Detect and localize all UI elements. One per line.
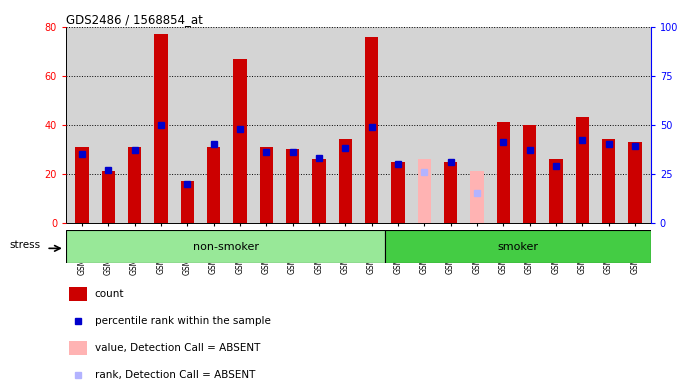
- Bar: [602, 139, 615, 223]
- Bar: [286, 149, 299, 223]
- Text: stress: stress: [10, 240, 41, 250]
- Bar: [233, 59, 246, 223]
- Bar: [66, 230, 385, 263]
- Text: smoker: smoker: [498, 242, 539, 252]
- Bar: [470, 171, 484, 223]
- Bar: [69, 287, 87, 301]
- Bar: [207, 147, 220, 223]
- Bar: [549, 159, 562, 223]
- Bar: [260, 147, 273, 223]
- Bar: [365, 36, 378, 223]
- Bar: [523, 125, 536, 223]
- Bar: [102, 171, 115, 223]
- Text: percentile rank within the sample: percentile rank within the sample: [95, 316, 271, 326]
- Bar: [313, 159, 326, 223]
- Bar: [385, 230, 651, 263]
- Text: non-smoker: non-smoker: [193, 242, 259, 252]
- Text: rank, Detection Call = ABSENT: rank, Detection Call = ABSENT: [95, 370, 255, 380]
- Bar: [497, 122, 510, 223]
- Bar: [391, 162, 404, 223]
- Bar: [128, 147, 141, 223]
- Bar: [155, 34, 168, 223]
- Bar: [69, 341, 87, 355]
- Bar: [418, 159, 431, 223]
- Bar: [75, 147, 88, 223]
- Text: GDS2486 / 1568854_at: GDS2486 / 1568854_at: [66, 13, 203, 26]
- Bar: [339, 139, 352, 223]
- Bar: [181, 181, 194, 223]
- Bar: [444, 162, 457, 223]
- Bar: [628, 142, 642, 223]
- Text: value, Detection Call = ABSENT: value, Detection Call = ABSENT: [95, 343, 260, 353]
- Bar: [576, 118, 589, 223]
- Text: count: count: [95, 289, 125, 299]
